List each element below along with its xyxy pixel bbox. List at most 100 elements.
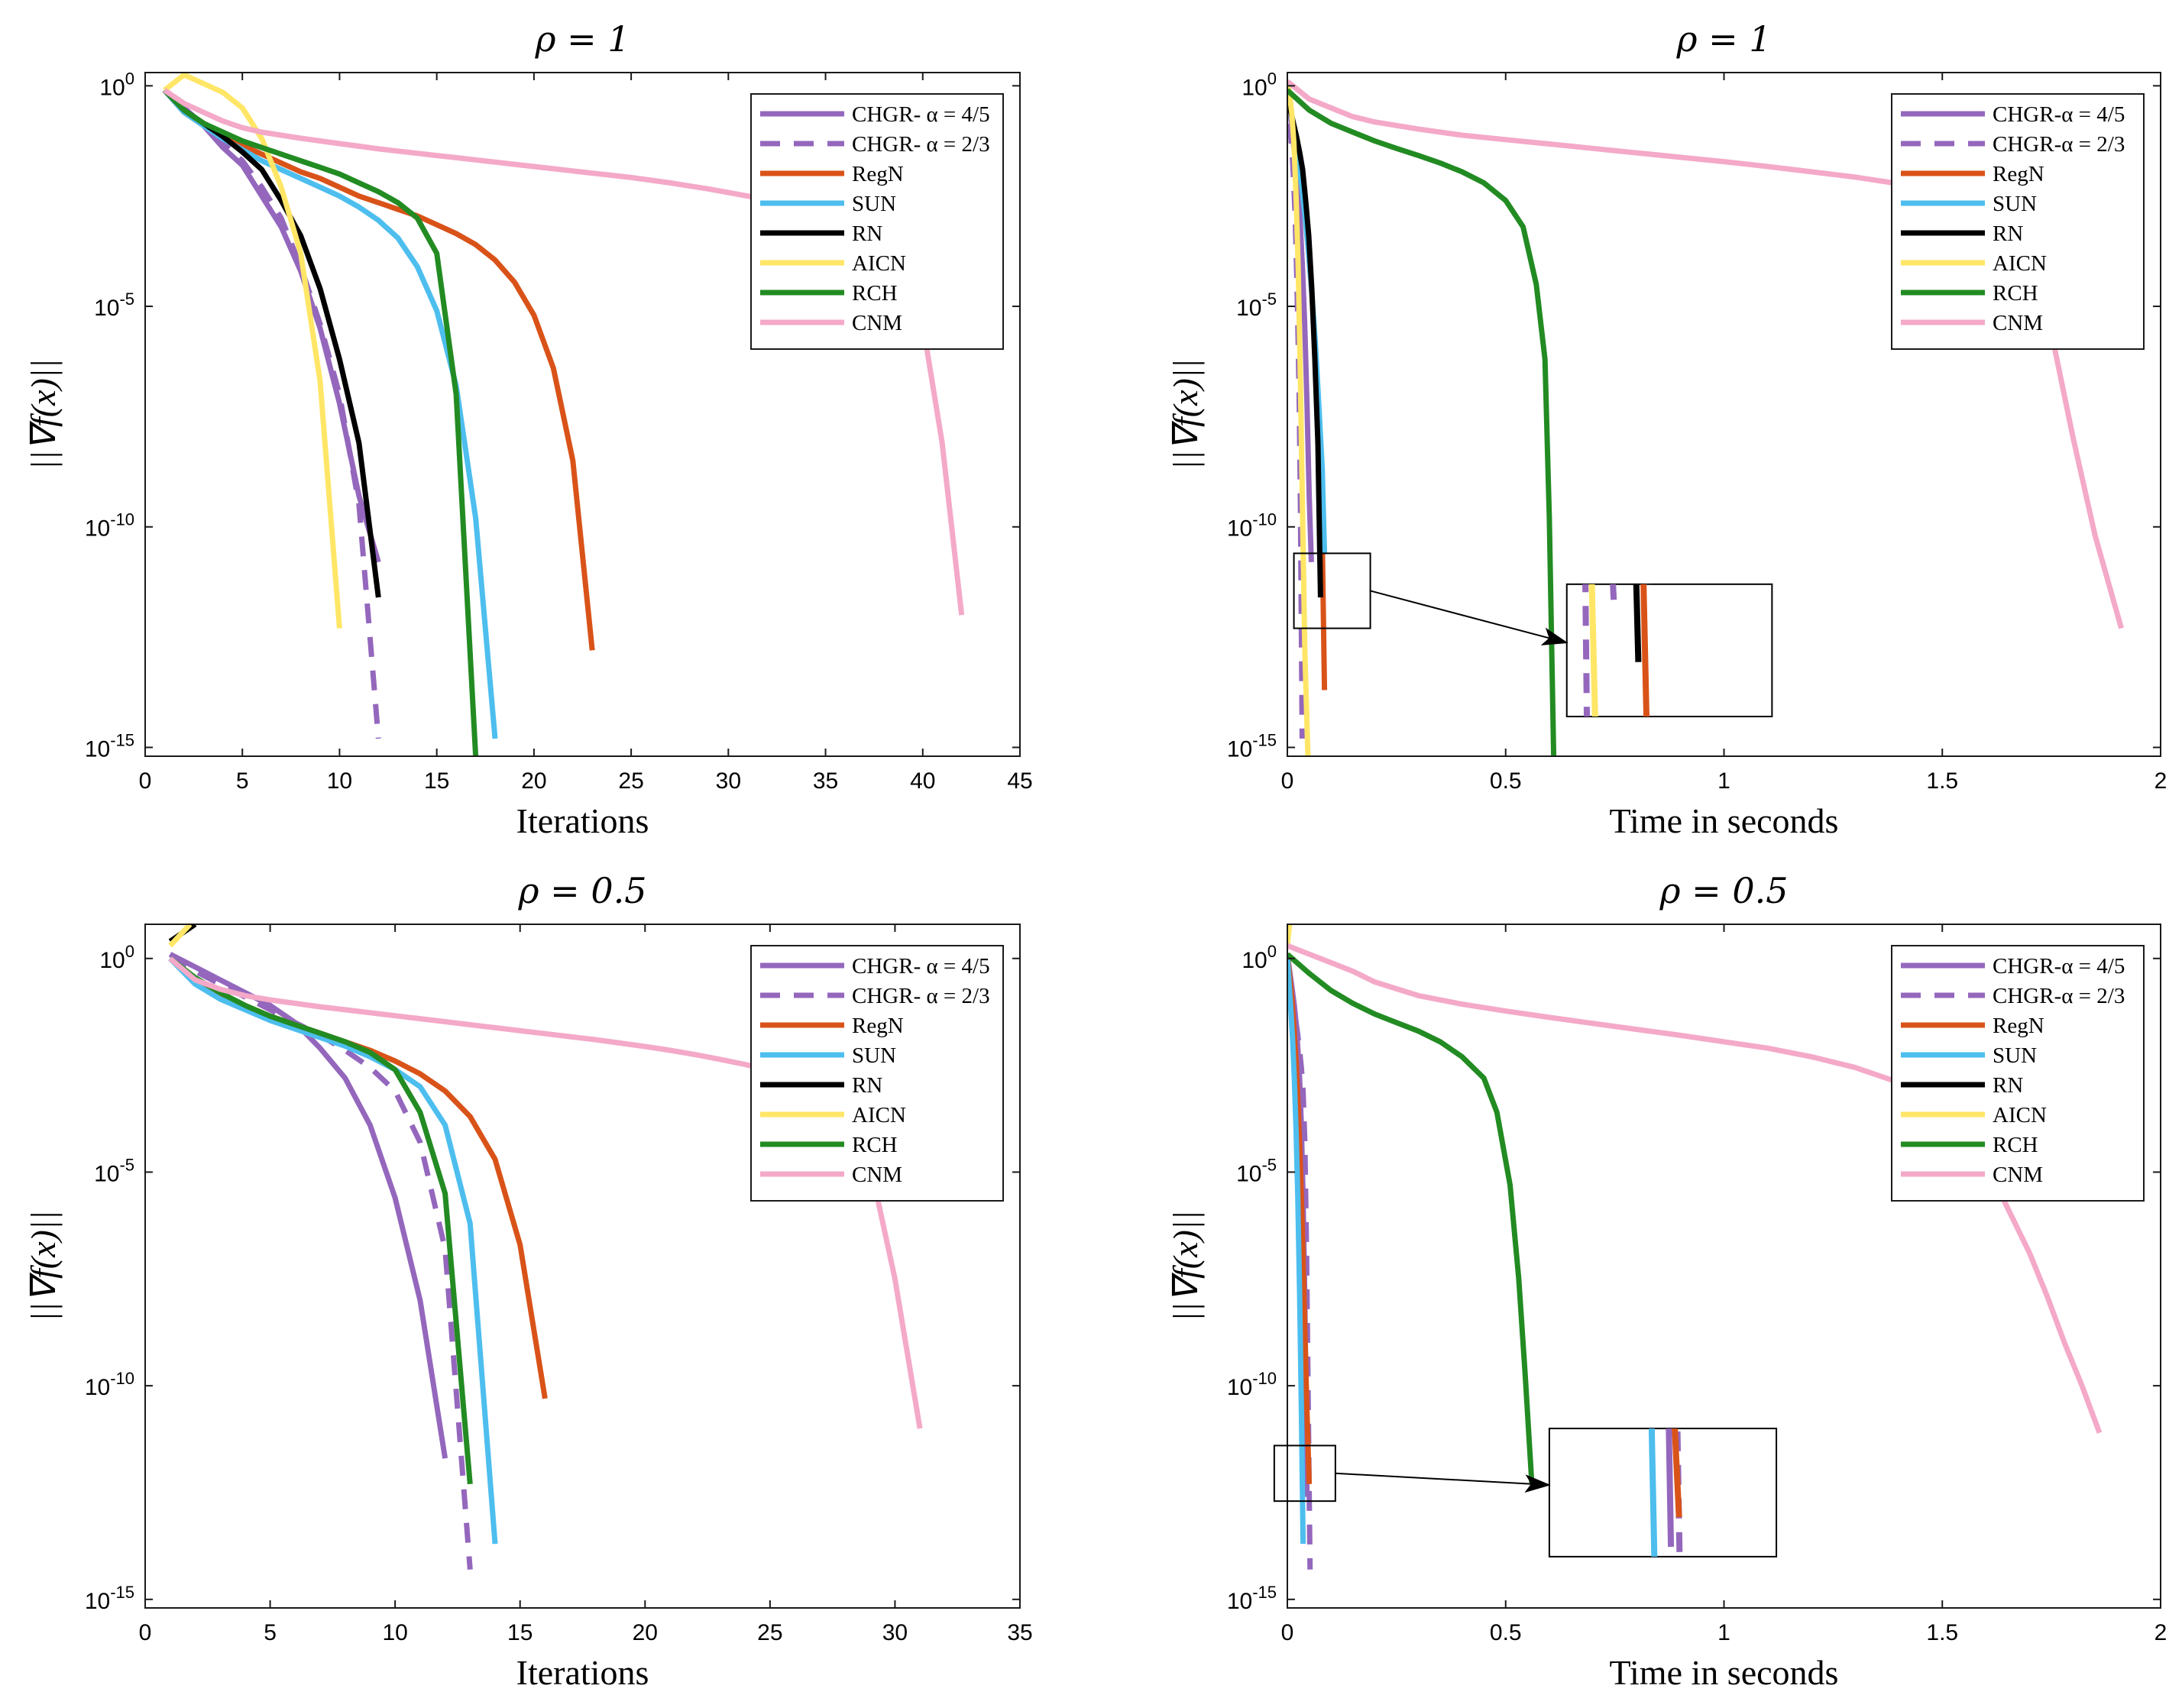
x-tick-label: 10 [382, 1620, 407, 1645]
series-group [1287, 79, 2124, 756]
series-line-sun [1287, 953, 1306, 1545]
legend-label-chgr-4-5: CHGR- α = 4/5 [852, 954, 990, 979]
y-axis-label: ||∇f(x)|| [1166, 1211, 1205, 1321]
legend: CHGR-α = 4/5 CHGR-α = 2/3 RegN SUN RN AICN RCH… [1891, 93, 2145, 350]
series-line-cnm [1287, 943, 2103, 1434]
x-tick-label: 25 [618, 768, 643, 794]
series-line-regn [162, 88, 595, 651]
x-tick-label: 25 [757, 1620, 782, 1645]
series-line-aicn [1287, 80, 1311, 756]
legend-label-chgr-4-5: CHGR-α = 4/5 [1993, 954, 2125, 979]
x-tick-label: 5 [264, 1620, 277, 1645]
x-tick-label: 2 [2154, 768, 2167, 794]
legend-label-aicn: AICN [1993, 251, 2047, 276]
legend: CHGR- α = 4/5 CHGR- α = 2/3 RegN SUN RN AICN R… [750, 945, 1004, 1202]
x-tick-label: 30 [882, 1620, 908, 1645]
legend-label-chgr-2-3: CHGR-α = 2/3 [1993, 132, 2125, 157]
zoom-arrow [1370, 590, 1569, 645]
y-axis-label: ||∇f(x)|| [1166, 359, 1205, 470]
y-tick-label: 10-5 [1236, 1155, 1277, 1186]
legend-label-rch: RCH [852, 281, 898, 306]
legend-label-rn: RN [852, 1073, 882, 1098]
legend-label-sun: SUN [852, 1043, 896, 1068]
x-tick-label: 45 [1007, 768, 1032, 794]
legend-label-chgr-2-3: CHGR-α = 2/3 [1993, 984, 2125, 1008]
panel-iterations-rho-0.5: 0 5 10 15 20 25 30 35 100 10-5 10-10 10-15 ρ = 0.5 It… [24, 870, 1033, 1692]
x-tick-label: 40 [910, 768, 935, 794]
y-tick-label: 100 [1242, 942, 1277, 973]
x-axis-label: Iterations [516, 801, 649, 840]
series-line-chgr-2-3-dashed [1287, 953, 1313, 1570]
y-tick-label: 10-15 [85, 1583, 134, 1614]
y-tick-label: 100 [1242, 69, 1277, 100]
x-tick-label: 0.5 [1490, 1620, 1522, 1645]
inset-frame [1548, 1428, 1778, 1558]
x-tick-label: 20 [633, 1620, 658, 1645]
panel-title: ρ = 0.5 [518, 870, 647, 911]
series-group [1287, 924, 2103, 1570]
x-tick-label: 1.5 [1926, 768, 1958, 794]
x-tick-label: 0 [1281, 1620, 1294, 1645]
y-tick-label: 100 [99, 69, 134, 100]
legend: CHGR- α = 4/5 CHGR- α = 2/3 RegN SUN RN AICN R… [750, 93, 1004, 350]
y-tick-label: 10-10 [1227, 510, 1277, 542]
y-tick-label: 10-5 [1236, 290, 1277, 321]
legend-label-sun: SUN [1993, 192, 2037, 216]
legend-label-chgr-4-5: CHGR- α = 4/5 [852, 102, 990, 127]
panel-title: ρ = 0.5 [1659, 870, 1789, 911]
legend-label-rch: RCH [1993, 281, 2038, 306]
series-line-aicn [163, 73, 342, 629]
y-tick-label: 100 [99, 942, 134, 973]
legend-label-regn: RegN [852, 1014, 904, 1038]
legend-label-rn: RN [1993, 222, 2023, 246]
x-tick-label: 0.5 [1490, 768, 1522, 794]
x-tick-label: 15 [507, 1620, 533, 1645]
series-line-aicn [168, 924, 193, 948]
series-group [162, 73, 965, 756]
y-tick-label: 10-10 [85, 510, 134, 542]
x-axis-label: Time in seconds [1610, 801, 1839, 840]
legend: CHGR-α = 4/5 CHGR-α = 2/3 RegN SUN RN AICN RCH… [1891, 945, 2145, 1202]
legend-label-chgr-4-5: CHGR-α = 4/5 [1993, 102, 2125, 127]
inset-series [1582, 584, 1650, 717]
y-tick-label: 10-15 [85, 730, 134, 762]
legend-label-sun: SUN [852, 192, 896, 216]
inset-line-aicn [1588, 584, 1598, 717]
inset-box [1548, 1428, 1778, 1558]
y-tick-label: 10-10 [1227, 1369, 1277, 1400]
y-tick-label: 10-5 [94, 1155, 134, 1186]
legend-label-rn: RN [852, 222, 882, 246]
x-tick-label: 0 [139, 768, 152, 794]
legend-label-rch: RCH [1993, 1133, 2038, 1157]
panel-time-rho-1: 0 0.5 1 1.5 2 100 10-5 10-10 10-15 ρ = 1 Time in s… [1166, 18, 2167, 840]
x-tick-label: 35 [1007, 1620, 1032, 1645]
panel-time-rho-0.5: 0 0.5 1 1.5 2 100 10-5 10-10 10-15 ρ = 0.5 Time in… [1166, 870, 2167, 1692]
y-axis-label: ||∇f(x)|| [24, 359, 63, 470]
y-tick-label: 10-5 [94, 290, 134, 321]
legend-label-cnm: CNM [852, 1163, 902, 1187]
series-line-rch [1287, 88, 1557, 756]
legend-label-cnm: CNM [1993, 1163, 2043, 1187]
x-axis-label: Iterations [516, 1653, 649, 1692]
panel-title: ρ = 1 [534, 18, 630, 60]
x-axis-label: Time in seconds [1610, 1653, 1839, 1692]
y-tick-label: 10-15 [1227, 730, 1277, 762]
legend-box [750, 945, 1004, 1202]
y-tick-label: 10-15 [1227, 1583, 1277, 1614]
legend-label-regn: RegN [1993, 1014, 2044, 1038]
y-tick-label: 10-10 [85, 1369, 134, 1400]
legend-box [1891, 945, 2145, 1202]
inset-frame [1565, 583, 1773, 718]
legend-label-sun: SUN [1993, 1043, 2037, 1068]
x-tick-label: 2 [2154, 1620, 2167, 1645]
legend-box [1891, 93, 2145, 350]
series-line-rch [1287, 952, 1535, 1485]
legend-label-cnm: CNM [852, 311, 902, 335]
x-tick-label: 1 [1717, 1620, 1730, 1645]
x-tick-label: 5 [236, 768, 249, 794]
series-line-rch [168, 956, 473, 1485]
y-axis-label: ||∇f(x)|| [24, 1211, 63, 1321]
zoom-arrow [1335, 1472, 1551, 1493]
axes-frame [144, 924, 1021, 1609]
